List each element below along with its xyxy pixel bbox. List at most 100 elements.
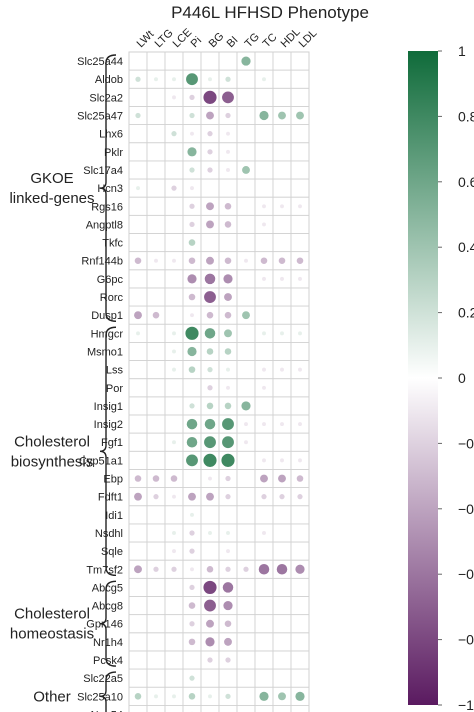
cell-dot — [298, 422, 302, 427]
cell-dot — [134, 257, 142, 265]
cell-dot — [278, 257, 286, 265]
cell-dot — [153, 494, 159, 500]
cell-dot — [262, 549, 266, 553]
cell-dot — [136, 622, 140, 626]
cell-dot — [208, 676, 212, 680]
cell-dot — [298, 331, 302, 336]
cell-dot — [186, 418, 198, 430]
cell-dot — [296, 111, 304, 120]
cell-dot — [244, 186, 248, 190]
cell-dot — [134, 311, 142, 320]
row-label: Slc22a5 — [83, 673, 123, 685]
cell-dot — [136, 549, 140, 553]
cell-dot — [224, 637, 232, 646]
cell-dot — [280, 404, 284, 408]
cell-dot — [280, 150, 284, 154]
cell-dot — [244, 295, 248, 299]
cell-dot — [188, 239, 196, 246]
row-label: Hcn3 — [97, 183, 123, 195]
cell-dot — [244, 495, 248, 498]
cell-dot — [136, 168, 140, 172]
cell-dot — [224, 620, 232, 628]
group-label: biosynthesis — [11, 453, 94, 470]
cell-dot — [298, 440, 302, 444]
cell-dot — [226, 149, 230, 154]
row-label: Slc25a47 — [77, 111, 123, 123]
cell-dot — [262, 640, 266, 644]
cell-dot — [134, 565, 142, 574]
cell-dot — [154, 59, 158, 63]
cell-dot — [206, 220, 214, 229]
cell-dot — [154, 241, 158, 244]
cell-dot — [298, 676, 302, 680]
cell-dot — [226, 676, 230, 680]
cell-dot — [154, 77, 158, 82]
cell-dot — [204, 328, 216, 339]
cell-dot — [298, 77, 302, 81]
cell-dot — [190, 512, 194, 517]
cell-dot — [136, 386, 140, 390]
colorbar-gradient — [408, 51, 438, 705]
cell-dot — [224, 311, 232, 319]
cell-dot — [262, 204, 266, 209]
cell-dot — [226, 367, 230, 372]
cell-dot — [188, 492, 196, 501]
cell-dot — [298, 658, 302, 662]
cell-dot — [172, 586, 176, 589]
cell-dot — [298, 549, 302, 553]
cell-dot — [280, 440, 284, 444]
cell-dot — [298, 186, 302, 190]
cell-dot — [154, 404, 158, 408]
cell-dot — [298, 586, 302, 589]
colorbar-tick-label: −0.2 — [458, 435, 474, 451]
cell-dot — [258, 564, 270, 575]
cell-dot — [172, 241, 176, 244]
row-label: Pcsk4 — [93, 655, 123, 667]
cell-dot — [226, 385, 230, 390]
cell-dot — [134, 475, 142, 482]
cell-dot — [262, 404, 266, 408]
cell-dot — [189, 403, 195, 409]
cell-dot — [222, 91, 234, 104]
cell-dot — [280, 350, 284, 353]
cell-dot — [154, 295, 158, 299]
cell-dot — [224, 202, 232, 210]
cell-dot — [298, 367, 302, 372]
cell-dot — [280, 458, 284, 463]
cell-dot — [189, 621, 195, 627]
cell-dot — [244, 622, 248, 626]
cell-dot — [208, 549, 212, 553]
cell-dot — [262, 350, 266, 353]
cell-dot — [172, 531, 176, 535]
cell-dot — [189, 203, 195, 209]
cell-dot — [207, 167, 213, 173]
row-label: Cyp51a1 — [79, 455, 123, 467]
cell-dot — [190, 658, 194, 662]
cell-dot — [190, 313, 194, 318]
cell-dot — [172, 295, 176, 299]
cell-dot — [280, 313, 284, 317]
cell-dot — [259, 110, 269, 121]
cell-dot — [262, 367, 266, 372]
cell-dot — [226, 531, 230, 535]
cell-dot — [244, 531, 248, 535]
row-label: Rorc — [100, 292, 124, 304]
cell-dot — [206, 202, 214, 211]
cell-dot — [136, 277, 140, 281]
cell-dot — [206, 311, 214, 319]
cell-dot — [186, 73, 198, 86]
cell-dot — [296, 257, 304, 265]
cell-dot — [280, 386, 284, 390]
cell-dot — [170, 475, 178, 482]
cell-dot — [241, 56, 251, 66]
cell-dot — [172, 77, 176, 82]
cell-dot — [208, 694, 212, 699]
cell-dot — [244, 549, 248, 553]
cell-dot — [154, 150, 158, 154]
cell-dot — [260, 474, 268, 483]
cell-dot — [262, 96, 266, 99]
cell-dot — [262, 440, 266, 444]
cell — [128, 705, 148, 712]
